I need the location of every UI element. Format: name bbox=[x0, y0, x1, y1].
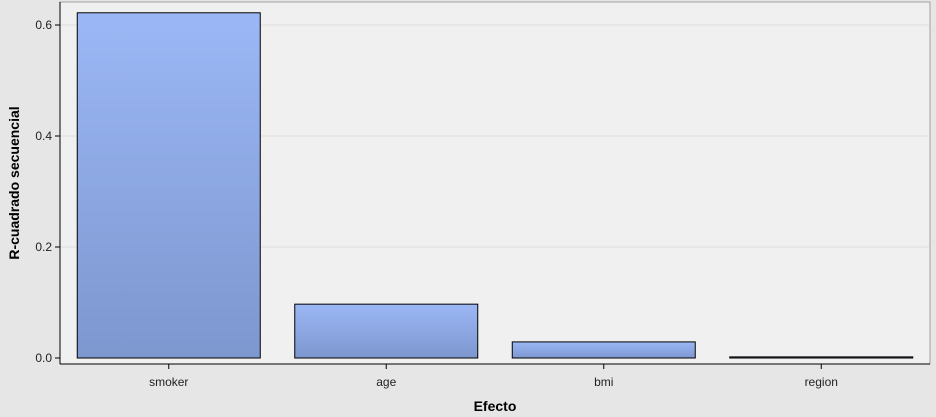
x-tick-label: smoker bbox=[149, 375, 188, 389]
x-tick-label: region bbox=[805, 375, 838, 389]
bars bbox=[76, 12, 914, 359]
y-tick-label: 0.6 bbox=[35, 18, 52, 32]
y-tick-label: 0.4 bbox=[35, 129, 52, 143]
bar-age bbox=[294, 303, 479, 359]
y-tick-label: 0.0 bbox=[35, 351, 52, 365]
y-axis-title: R-cuadrado secuencial bbox=[6, 106, 22, 259]
axes: 0.0 0.2 0.4 0.6 smoker age bmi region bbox=[35, 2, 930, 389]
bar-smoker bbox=[76, 12, 261, 359]
bar-bmi bbox=[511, 341, 696, 359]
x-axis-title: Efecto bbox=[474, 398, 517, 414]
bar-region bbox=[729, 356, 914, 359]
x-tick-label: age bbox=[376, 375, 396, 389]
y-tick-label: 0.2 bbox=[35, 240, 52, 254]
x-tick-label: bmi bbox=[594, 375, 613, 389]
